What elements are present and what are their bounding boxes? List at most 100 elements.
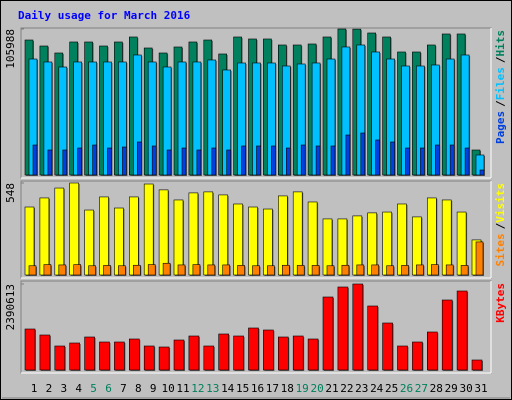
bar xyxy=(203,191,214,276)
bar xyxy=(43,264,52,276)
bar xyxy=(192,264,201,276)
bar xyxy=(397,203,407,276)
bar xyxy=(173,199,184,276)
legend-entry: Sites xyxy=(494,233,507,266)
bar xyxy=(420,147,425,176)
bar xyxy=(315,145,321,176)
bar xyxy=(58,264,67,276)
legend: KBytes xyxy=(494,283,507,323)
bar xyxy=(62,149,68,176)
bar xyxy=(330,145,336,176)
bar xyxy=(114,207,124,276)
bar xyxy=(386,265,394,276)
y-tick-label: 548 xyxy=(4,183,17,203)
legend-entry: Pages xyxy=(494,111,507,144)
legend-entry: Hits xyxy=(494,30,507,57)
x-tick-label: 1 xyxy=(31,382,38,395)
bar xyxy=(166,149,172,176)
bar xyxy=(430,264,439,276)
bar xyxy=(360,132,366,176)
bar xyxy=(460,265,469,276)
bar xyxy=(129,196,139,276)
x-tick-label: 5 xyxy=(90,382,97,395)
bar xyxy=(311,265,320,276)
bar xyxy=(352,283,364,371)
bar xyxy=(118,265,126,276)
bar xyxy=(162,262,171,276)
bar xyxy=(218,194,228,276)
bar xyxy=(479,169,485,176)
bar xyxy=(32,144,38,176)
bar xyxy=(196,149,202,176)
x-tick-label: 19 xyxy=(296,382,309,395)
bar xyxy=(296,265,305,276)
bar xyxy=(307,201,318,276)
x-tick-label: 25 xyxy=(385,382,398,395)
bar xyxy=(218,333,229,371)
x-tick-label: 17 xyxy=(266,382,279,395)
x-tick-label: 29 xyxy=(445,382,458,395)
x-tick-label: 13 xyxy=(206,382,219,395)
bar xyxy=(47,149,53,176)
bar xyxy=(143,183,154,276)
bar xyxy=(103,265,111,276)
bar xyxy=(371,264,380,276)
bar xyxy=(158,346,170,371)
bar xyxy=(441,199,452,276)
bar xyxy=(69,342,80,371)
bar xyxy=(252,265,260,276)
bar xyxy=(233,203,243,276)
bar xyxy=(256,145,261,176)
legend-separator: / xyxy=(494,222,507,229)
bar xyxy=(143,345,155,371)
bar xyxy=(449,144,455,176)
legend-entry: Visits xyxy=(494,183,507,223)
legend: Pages/Files/Hits xyxy=(494,30,507,144)
bar xyxy=(416,264,424,276)
bar xyxy=(341,264,350,276)
bar xyxy=(84,209,94,276)
bar xyxy=(326,265,335,276)
bar xyxy=(277,336,289,371)
x-tick-label: 24 xyxy=(370,382,384,395)
bar xyxy=(263,329,274,371)
x-tick-label: 23 xyxy=(355,382,368,395)
bar xyxy=(188,192,199,276)
x-tick-label: 7 xyxy=(120,382,127,395)
bar xyxy=(292,191,303,276)
bar xyxy=(285,147,291,176)
x-tick-label: 31 xyxy=(474,382,487,395)
bar xyxy=(248,206,258,276)
bar xyxy=(263,208,273,276)
bar xyxy=(54,345,66,371)
bar xyxy=(181,147,187,176)
bar xyxy=(397,345,408,371)
x-tick-label: 10 xyxy=(161,382,174,395)
bar xyxy=(382,322,393,371)
bar xyxy=(456,290,468,371)
bar xyxy=(177,264,186,276)
bar xyxy=(73,264,81,276)
bar xyxy=(211,147,217,176)
bar xyxy=(375,139,381,176)
bar xyxy=(412,341,423,371)
x-tick-label: 4 xyxy=(75,382,82,395)
bar xyxy=(99,341,110,371)
bar xyxy=(28,265,37,276)
chart-title: Daily usage for March 2016 xyxy=(18,9,191,22)
bar xyxy=(77,147,82,176)
bar xyxy=(401,265,409,276)
legend-separator: / xyxy=(494,56,507,63)
bar xyxy=(54,187,65,276)
y-tick-label: 2390613 xyxy=(4,284,17,330)
bar xyxy=(405,147,410,176)
bar xyxy=(151,145,157,176)
bar xyxy=(188,335,200,371)
x-tick-label: 30 xyxy=(459,382,472,395)
bar xyxy=(237,265,245,276)
y-tick-label: 105988 xyxy=(4,29,17,69)
bar xyxy=(122,146,127,176)
x-tick-label: 14 xyxy=(221,382,235,395)
bar xyxy=(147,264,156,276)
